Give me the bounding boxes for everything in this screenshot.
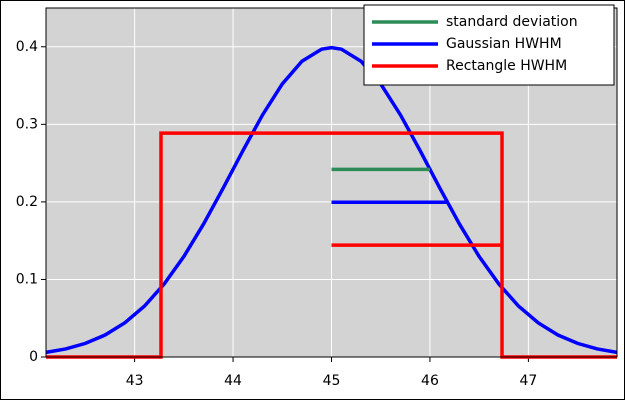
x-tick-label: 43 (126, 373, 144, 389)
y-tick-label: 0.3 (16, 116, 38, 132)
x-tick-label: 45 (323, 373, 341, 389)
legend-label: Rectangle HWHM (446, 58, 567, 74)
legend-label: Gaussian HWHM (446, 36, 562, 52)
x-tick-label: 47 (519, 373, 537, 389)
y-tick-label: 0.4 (16, 39, 38, 55)
x-tick-label: 46 (421, 373, 439, 389)
legend-label: standard deviation (446, 14, 578, 30)
x-tick-label: 44 (224, 373, 242, 389)
plot-border (45, 7, 618, 358)
legend-box (363, 4, 615, 86)
y-tick-label: 0.1 (16, 271, 38, 287)
y-tick-label: 0.2 (16, 194, 38, 210)
y-tick-label: 0 (29, 349, 38, 365)
series-line (45, 45, 618, 355)
